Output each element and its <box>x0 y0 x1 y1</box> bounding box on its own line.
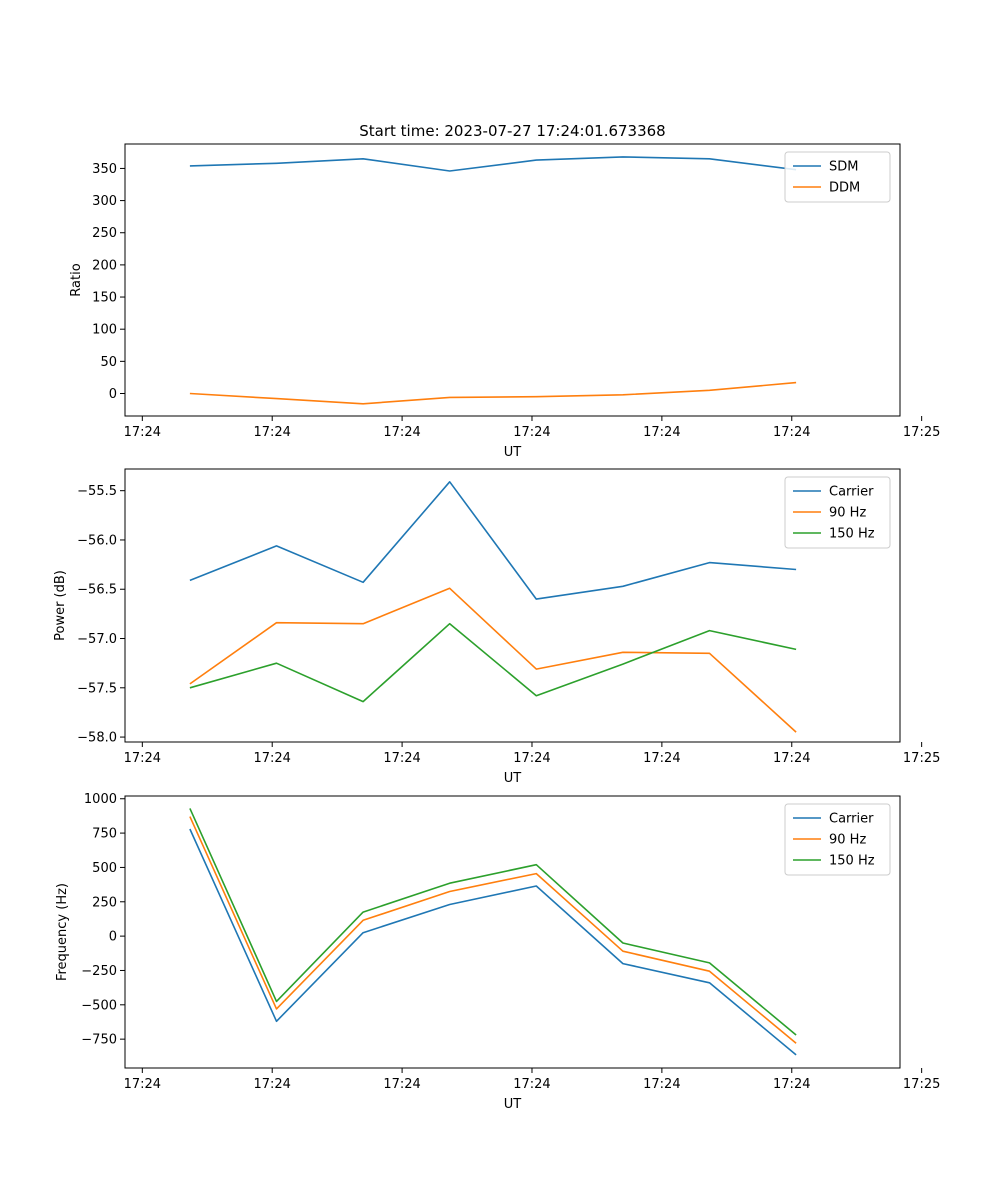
y-tick-label: 0 <box>109 387 117 402</box>
y-tick-label: −500 <box>81 998 117 1013</box>
x-tick-label: 17:24 <box>773 1077 810 1092</box>
legend-label: SDM <box>829 160 858 175</box>
series-line-90-hz <box>189 587 797 733</box>
x-tick-label: 17:24 <box>124 425 161 440</box>
x-tick-label: 17:24 <box>773 751 810 766</box>
power-panel: UT Power (dB) 17:24 17:24 17:24 17:24 17:24 1… <box>53 468 940 786</box>
y-tick-label: 500 <box>92 861 117 876</box>
x-tick-label: 17:24 <box>383 425 420 440</box>
x-tick-label: 17:24 <box>773 425 810 440</box>
ratio-panel: Start time: 2023-07-27 17:24:01.673368 U… <box>69 122 940 460</box>
y-tick-label: 300 <box>92 194 117 209</box>
legend-box <box>784 151 891 203</box>
y-tick-label: −250 <box>81 964 117 979</box>
legend: Carrier 90 Hz 150 Hz <box>784 476 891 549</box>
y-tick-label: 150 <box>92 291 117 306</box>
y-tick-label: 750 <box>92 827 117 842</box>
x-tick-label: 17:24 <box>124 1077 161 1092</box>
x-tick-label: 17:24 <box>513 425 550 440</box>
y-tick-label: −57.5 <box>77 681 117 696</box>
x-axis-label: UT <box>504 445 522 460</box>
y-tick-label: −56.0 <box>77 533 117 548</box>
y-tick-label: 100 <box>92 323 117 338</box>
y-tick-label: 1000 <box>84 792 117 807</box>
series-line-90-hz <box>189 816 797 1044</box>
plot-area <box>124 795 901 1069</box>
y-tick-label: 50 <box>100 355 117 370</box>
y-tick-label: 0 <box>109 930 117 945</box>
legend-label: Carrier <box>829 812 874 827</box>
x-tick-label: 17:24 <box>383 1077 420 1092</box>
y-axis-label: Ratio <box>69 263 84 296</box>
chart-title: Start time: 2023-07-27 17:24:01.673368 <box>359 122 665 140</box>
series-line-carrier <box>189 828 797 1056</box>
series-line-carrier <box>189 480 797 600</box>
x-tick-label: 17:24 <box>383 751 420 766</box>
frequency-panel: UT Frequency (Hz) 17:24 17:24 17:24 17:24 17… <box>55 792 940 1112</box>
x-tick-label: 17:24 <box>253 425 290 440</box>
x-axis-label: UT <box>504 1097 522 1112</box>
x-tick-label: 17:24 <box>643 425 680 440</box>
legend: SDM DDM <box>784 151 891 203</box>
x-tick-label: 17:24 <box>253 1077 290 1092</box>
y-tick-label: −56.5 <box>77 583 117 598</box>
y-tick-label: 350 <box>92 162 117 177</box>
legend-box <box>784 803 891 876</box>
x-tick-label: 17:24 <box>643 1077 680 1092</box>
y-tick-label: −750 <box>81 1033 117 1048</box>
legend-label: 150 Hz <box>829 854 875 869</box>
legend-label: 90 Hz <box>829 833 866 848</box>
series-line-150-hz <box>189 808 797 1036</box>
y-axis-label: Frequency (Hz) <box>55 883 70 981</box>
y-tick-label: 200 <box>92 258 117 273</box>
x-tick-label: 17:25 <box>903 751 940 766</box>
x-tick-label: 17:24 <box>253 751 290 766</box>
legend-label: 150 Hz <box>829 527 875 542</box>
legend: Carrier 90 Hz 150 Hz <box>784 803 891 876</box>
y-tick-label: −55.5 <box>77 484 117 499</box>
legend-label: 90 Hz <box>829 506 866 521</box>
y-tick-label: −58.0 <box>77 731 117 746</box>
y-tick-label: 250 <box>92 226 117 241</box>
x-tick-label: 17:24 <box>513 1077 550 1092</box>
x-tick-label: 17:24 <box>124 751 161 766</box>
series-line-sdm <box>189 156 797 172</box>
x-tick-label: 17:25 <box>903 1077 940 1092</box>
plot-area <box>124 143 901 417</box>
x-axis-label: UT <box>504 771 522 786</box>
x-tick-label: 17:24 <box>643 751 680 766</box>
y-tick-label: 250 <box>92 895 117 910</box>
plot-area <box>124 468 901 743</box>
x-tick-label: 17:25 <box>903 425 940 440</box>
y-tick-label: −57.0 <box>77 632 117 647</box>
legend-box <box>784 476 891 549</box>
legend-label: Carrier <box>829 485 874 500</box>
y-axis-label: Power (dB) <box>53 570 68 641</box>
x-tick-label: 17:24 <box>513 751 550 766</box>
legend-label: DDM <box>829 181 860 196</box>
series-line-150-hz <box>189 622 797 703</box>
series-line-ddm <box>189 381 797 405</box>
